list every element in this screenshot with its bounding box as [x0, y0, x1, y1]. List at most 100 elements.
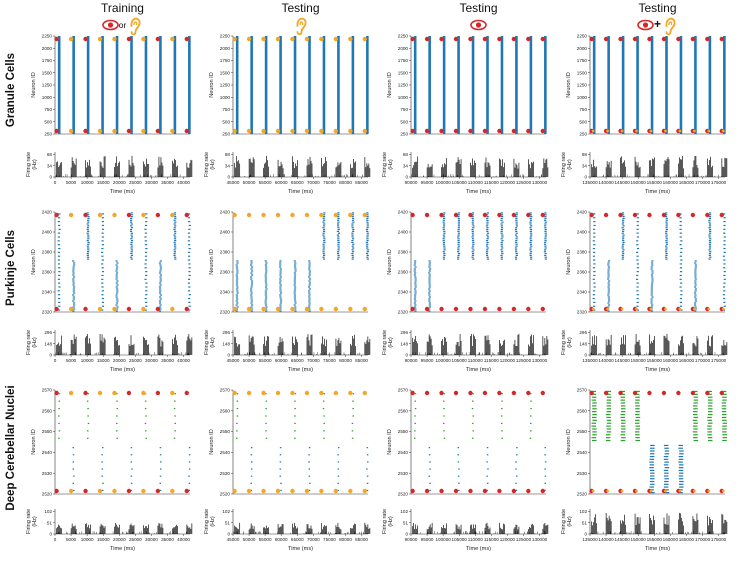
spike-dots [678, 467, 684, 469]
spike-dots [544, 223, 547, 225]
stimulus-marker [453, 212, 459, 218]
stimulus-connector: + [654, 17, 661, 31]
y-tick-label: 250 [222, 132, 230, 137]
rate-tick-label: 0 [227, 353, 230, 358]
spike-dots [592, 267, 596, 269]
spike-dots [485, 225, 489, 227]
spike-dots [236, 268, 239, 270]
spike-dots [116, 292, 119, 294]
spike-dots [428, 475, 430, 477]
stimulus-marker [290, 488, 295, 494]
spike-dots [308, 266, 311, 268]
spike-dots [591, 439, 597, 442]
spike-dots [366, 247, 369, 249]
spike-dots [693, 434, 698, 436]
spike-dots [443, 245, 446, 247]
spike-dots [442, 227, 445, 229]
x-tick-label: 135000 [582, 180, 598, 185]
spike-dots [294, 286, 297, 288]
spike-dots [366, 240, 369, 242]
spike-dots [593, 271, 596, 273]
stimulus-marker [678, 307, 682, 311]
spike-dots [159, 489, 162, 492]
spike-dots [159, 290, 162, 292]
spike-dots [442, 216, 445, 218]
stimulus-marker [290, 36, 295, 42]
spike-dots [366, 216, 369, 218]
spike-dots [236, 286, 239, 288]
stimulus-marker [540, 128, 545, 134]
y-tick-label: 2570 [398, 388, 409, 393]
spike-dots [337, 482, 339, 484]
spike-dots [514, 247, 518, 249]
spike-dots [352, 217, 355, 220]
spike-dots [72, 306, 75, 308]
x-tick-label: 140000 [598, 358, 614, 363]
spike-dots [606, 399, 612, 401]
spike-dots [442, 422, 445, 425]
stimulus-marker [348, 306, 353, 312]
spike-dots [337, 241, 340, 244]
stimulus-marker [141, 128, 146, 134]
spike-dots [501, 400, 503, 402]
spike-dots [529, 223, 532, 225]
stimulus-marker [591, 307, 595, 311]
rate-ylabel-1: Firing rate [26, 330, 32, 355]
x-tick-label: 120000 [500, 537, 516, 542]
spike-dots [665, 240, 668, 242]
spike-dots [130, 216, 133, 218]
spike-dots [351, 249, 354, 251]
spike-dots [429, 468, 431, 470]
stimulus-marker [589, 390, 594, 396]
spike-dots [530, 225, 533, 227]
y-tick-label: 2560 [577, 408, 588, 413]
spike-dots [174, 422, 177, 425]
spike-dots [130, 454, 133, 456]
spike-dots [337, 475, 340, 477]
spike-dots [115, 264, 118, 266]
rate-tick-label: 102 [44, 509, 52, 514]
spike-dots [58, 213, 61, 215]
spike-dots [58, 437, 60, 439]
spike-column [694, 36, 697, 134]
spike-dots [457, 461, 460, 463]
spike-dots [57, 294, 61, 296]
spike-dots [187, 240, 190, 242]
x-tick-label: 165000 [679, 358, 695, 363]
spike-dots [635, 396, 640, 398]
spike-dots [664, 461, 669, 463]
spike-dots [544, 232, 547, 234]
spike-dots [679, 297, 683, 300]
spike-dots [515, 223, 518, 225]
spike-dots [414, 278, 417, 280]
y-tick-label: 2340 [220, 290, 231, 295]
x-tick-label: 175000 [711, 180, 727, 185]
spike-dots [58, 407, 60, 410]
spike-dots [721, 413, 727, 416]
spike-dots [366, 475, 369, 477]
stimulus-marker [319, 488, 324, 494]
spike-dots [635, 251, 639, 253]
spike-dots [115, 270, 118, 272]
spike-dots [308, 264, 311, 266]
spike-dots [530, 430, 532, 432]
spike-dots [679, 480, 684, 483]
spike-dots [606, 416, 611, 419]
spike-dots [428, 302, 431, 304]
spike-dots [58, 393, 61, 395]
y-tick-label: 2530 [220, 471, 231, 476]
x-tick-label: 80000 [339, 537, 352, 542]
spike-dots [72, 268, 75, 270]
spike-column [366, 36, 369, 134]
spike-dots [101, 294, 104, 296]
spike-dots [308, 298, 311, 300]
spike-dots [279, 302, 282, 304]
spike-dots [606, 408, 612, 410]
spike-dots [636, 282, 639, 284]
y-tick-label: 2360 [42, 270, 53, 275]
spike-dots [279, 294, 282, 296]
spike-dots [679, 228, 682, 230]
spike-dots [607, 286, 610, 288]
x-tick-label: 155000 [647, 537, 663, 542]
spike-dots [529, 415, 532, 417]
